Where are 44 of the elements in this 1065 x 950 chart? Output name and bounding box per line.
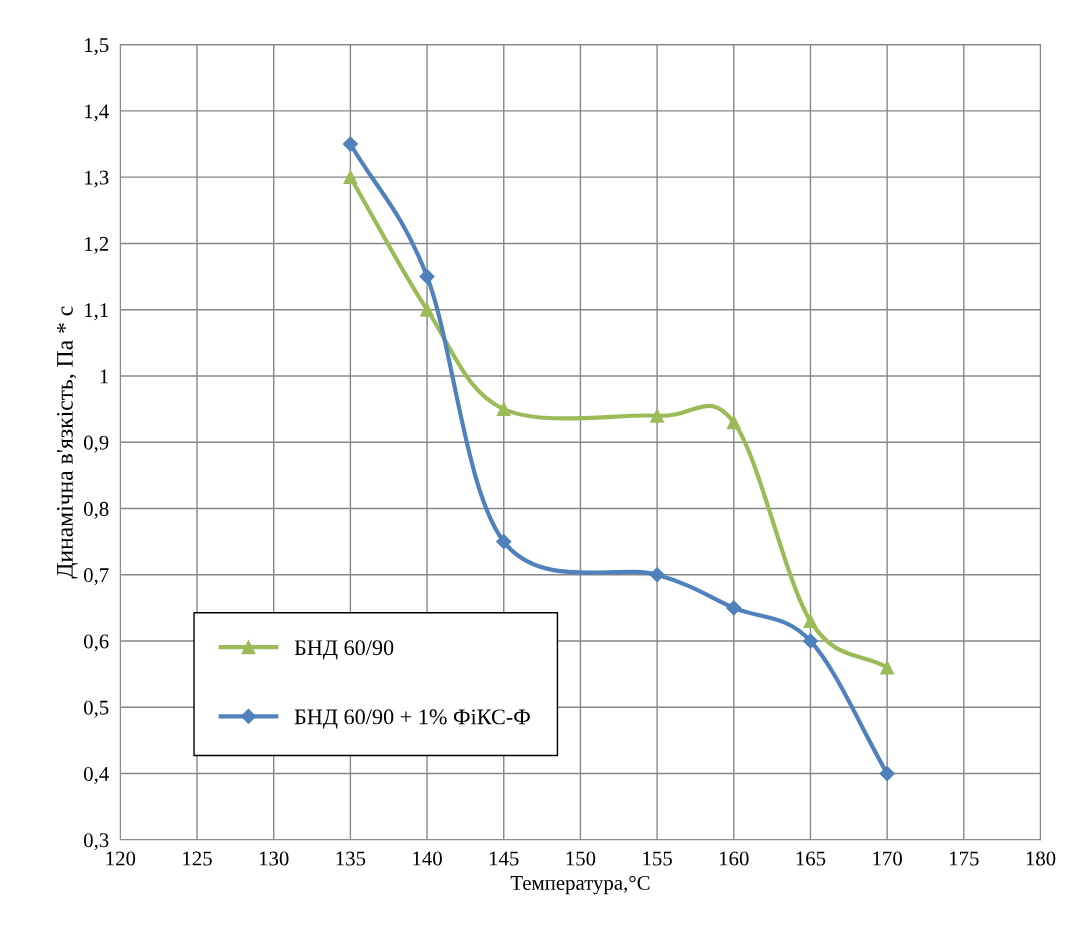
x-tick-label: 125: [183, 851, 212, 866]
x-tick-label: 130: [259, 851, 289, 866]
point: [726, 415, 741, 430]
x-tick-label: 165: [796, 851, 826, 866]
x-tick-label: 120: [106, 851, 136, 866]
y-tick-label: 0,4: [83, 766, 109, 784]
point: [420, 302, 435, 317]
x-axis-title: Температура,°C: [510, 875, 650, 895]
y-tick-label: 0,6: [83, 634, 109, 652]
legend-label: БНД 60/90: [294, 640, 394, 660]
point: [342, 136, 358, 152]
point: [650, 408, 665, 423]
y-tick-label: 0,5: [83, 700, 109, 718]
x-tick-label: 140: [413, 851, 442, 866]
y-tick-label: 0,9: [83, 435, 109, 453]
legend-label: БНД 60/90 + 1% ФіКС-Ф: [294, 709, 530, 729]
x-tick-label: 170: [873, 851, 902, 866]
y-axis-title: Динамічна в'язкість, Па * с: [56, 306, 78, 579]
y-tick-label: 1,2: [85, 236, 109, 254]
point: [343, 170, 358, 185]
point: [496, 534, 512, 550]
x-tick-label: 175: [950, 851, 979, 866]
x-tick-label: 135: [336, 851, 366, 866]
point: [802, 633, 819, 649]
y-tick-label: 1,3: [85, 170, 109, 188]
point: [803, 614, 818, 629]
point: [419, 268, 435, 285]
y-tick-label: 0,8: [83, 501, 109, 519]
y-tick-label: 0,7: [83, 568, 109, 586]
y-tick-label: 1,4: [85, 104, 109, 122]
point: [496, 402, 511, 417]
point: [726, 600, 742, 616]
y-tick-label: 1: [100, 369, 108, 384]
y-tick-label: 1,1: [85, 303, 108, 321]
y-tick-label: 1,5: [85, 38, 109, 56]
x-tick-label: 180: [1026, 851, 1056, 866]
point: [649, 567, 665, 583]
point: [879, 765, 895, 782]
x-tick-label: 150: [566, 851, 596, 866]
y-tick-label: 0,3: [83, 833, 109, 851]
x-tick-label: 155: [643, 851, 672, 866]
point: [880, 660, 895, 675]
x-tick-label: 160: [719, 851, 749, 866]
x-tick-label: 145: [489, 851, 519, 866]
